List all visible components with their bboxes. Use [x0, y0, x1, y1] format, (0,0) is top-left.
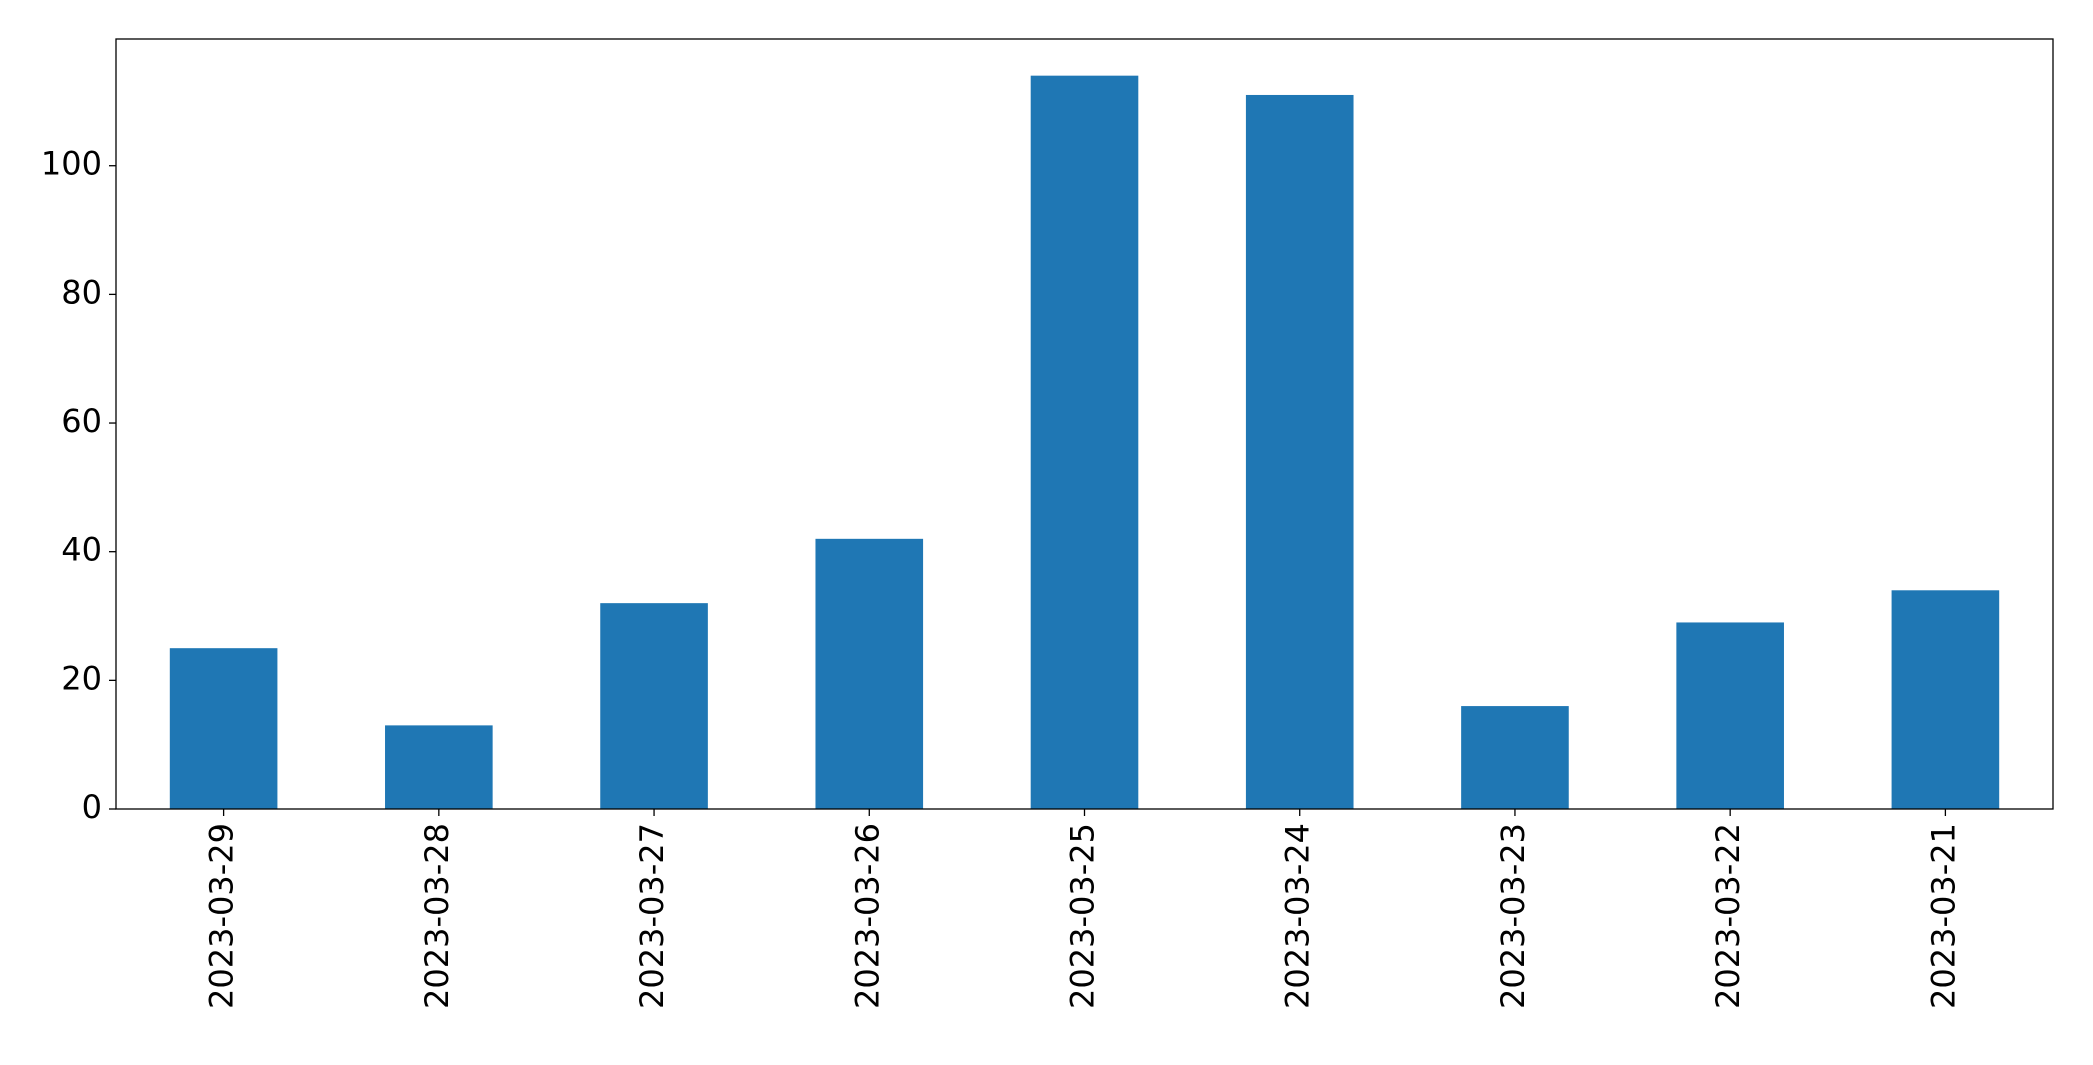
- y-tick-label: 40: [61, 531, 102, 569]
- x-tick-label: 2023-03-29: [203, 823, 241, 1009]
- x-tick-label: 2023-03-28: [418, 823, 456, 1009]
- x-tick-label: 2023-03-26: [848, 823, 886, 1009]
- y-tick-label: 60: [61, 402, 102, 440]
- x-tick-label: 2023-03-22: [1709, 823, 1747, 1009]
- bar: [1891, 590, 2000, 809]
- bar: [815, 538, 924, 809]
- x-tick-label: 2023-03-24: [1279, 823, 1317, 1009]
- plot-frame: [115, 38, 2054, 810]
- bar: [1676, 622, 1784, 809]
- x-tick-label: 2023-03-23: [1494, 823, 1532, 1009]
- bar: [600, 603, 708, 809]
- y-tick-label: 0: [82, 788, 102, 826]
- bar: [1030, 75, 1139, 809]
- y-tick-label: 80: [61, 273, 102, 311]
- bar: [1461, 706, 1569, 809]
- y-tick-label: 100: [41, 145, 102, 183]
- y-tick-label: 20: [61, 659, 102, 697]
- x-tick-label: 2023-03-21: [1924, 823, 1962, 1009]
- x-tick-label: 2023-03-27: [633, 823, 671, 1009]
- bar: [169, 648, 278, 809]
- x-tick-label: 2023-03-25: [1064, 823, 1102, 1009]
- bar: [1245, 94, 1354, 810]
- bar: [385, 725, 493, 809]
